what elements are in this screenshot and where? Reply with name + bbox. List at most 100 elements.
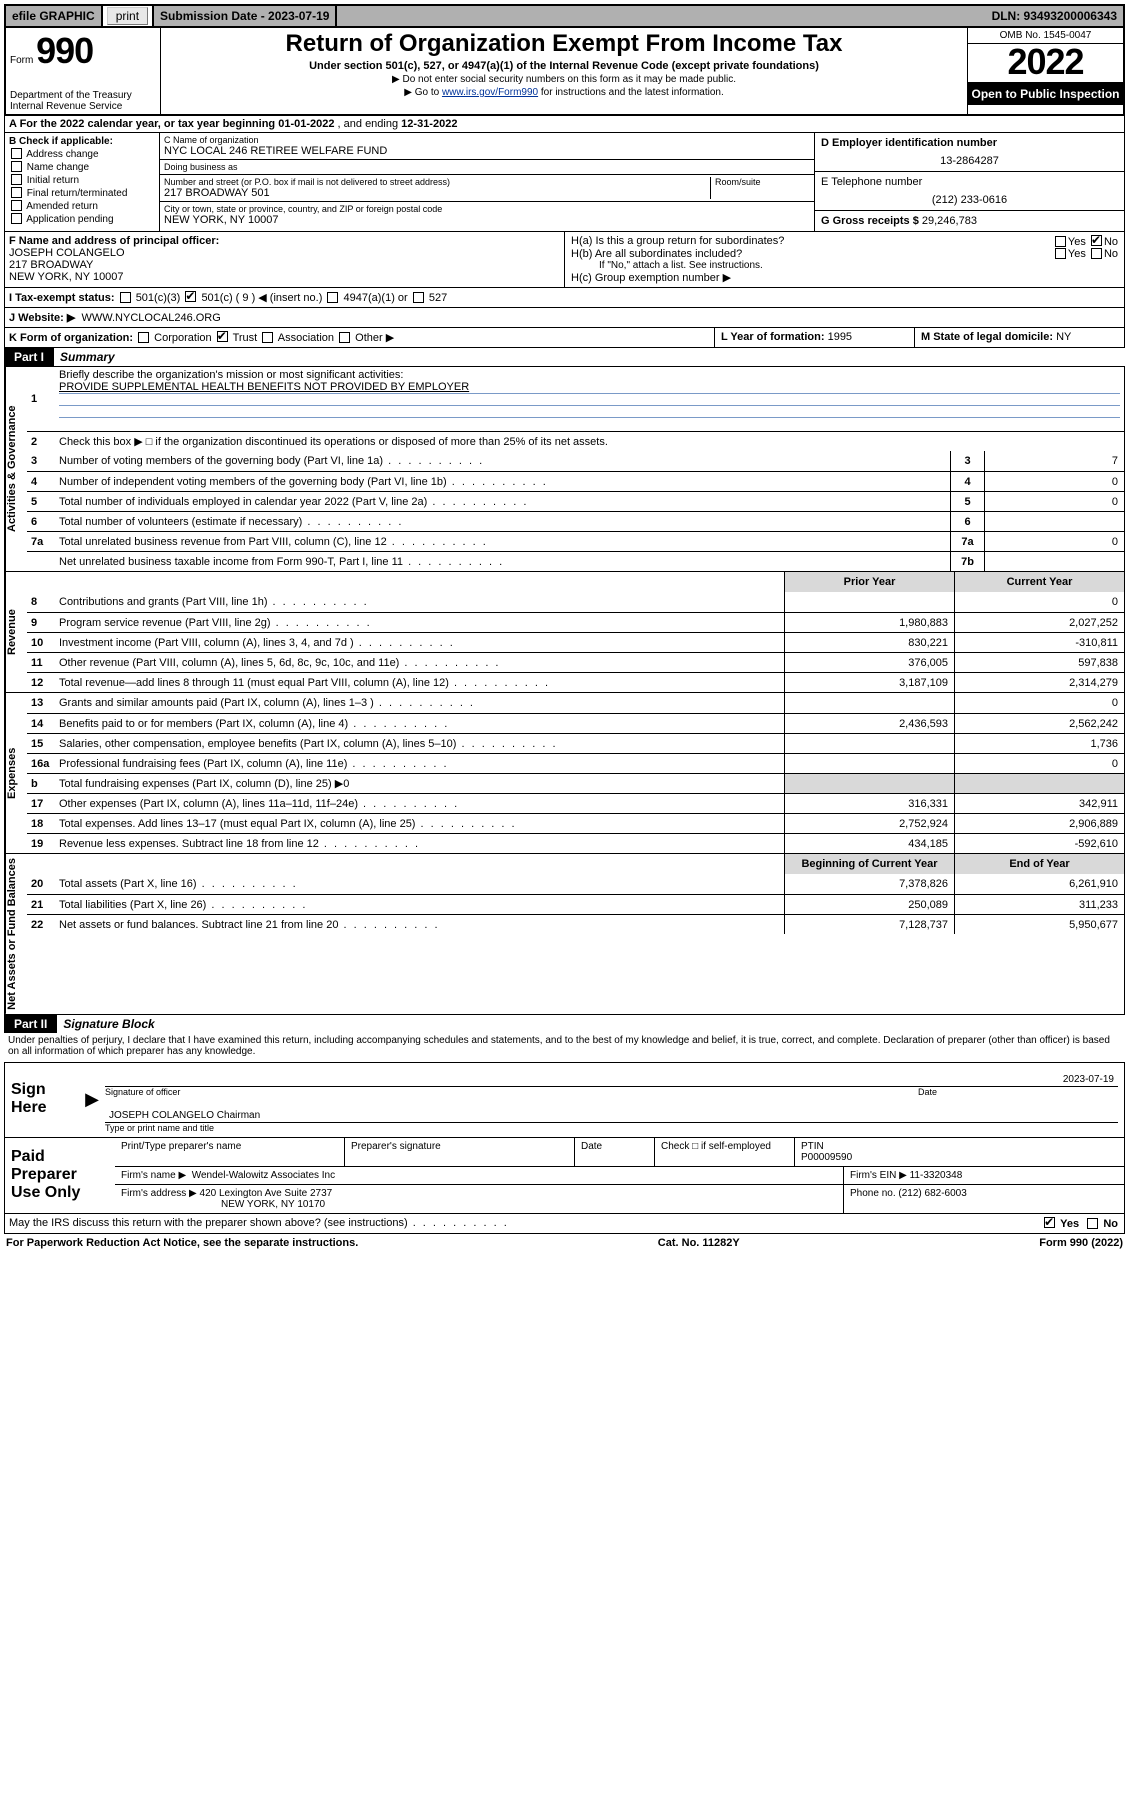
prep-date-hdr: Date: [575, 1138, 655, 1166]
h-b: H(b) Are all subordinates included? Yes …: [571, 248, 1118, 260]
year-header-1: Prior Year Current Year: [27, 572, 1124, 592]
summary-net-assets: Net Assets or Fund Balances Beginning of…: [4, 854, 1125, 1015]
ha-no-cb[interactable]: [1091, 235, 1102, 246]
k-cb-1[interactable]: [217, 331, 228, 342]
mission-text: PROVIDE SUPPLEMENTAL HEALTH BENEFITS NOT…: [59, 381, 469, 393]
footer-left: For Paperwork Reduction Act Notice, see …: [6, 1237, 358, 1249]
h-c: H(c) Group exemption number ▶: [571, 271, 1118, 284]
firm-addr1: 420 Lexington Ave Suite 2737: [200, 1188, 333, 1199]
a-begin: 01-01-2022: [278, 118, 334, 130]
current-year-hdr: Current Year: [954, 572, 1124, 592]
f-addr2: NEW YORK, NY 10007: [9, 271, 124, 283]
form-label: Form: [10, 55, 33, 66]
irs-label: Internal Revenue Service: [10, 101, 156, 112]
vtab-revenue: Revenue: [5, 572, 27, 692]
h-b-text: H(b) Are all subordinates included?: [571, 248, 742, 260]
table-row: 6Total number of volunteers (estimate if…: [27, 511, 1124, 531]
firm-addr-cell: Firm's address ▶ 420 Lexington Ave Suite…: [115, 1185, 844, 1213]
sub3-post: for instructions and the latest informat…: [538, 87, 724, 98]
officer-name: JOSEPH COLANGELO Chairman: [109, 1110, 260, 1121]
table-row: Net unrelated business taxable income fr…: [27, 551, 1124, 571]
dba-lbl: Doing business as: [164, 162, 810, 172]
gross-receipts-cell: G Gross receipts $ 29,246,783: [815, 211, 1124, 231]
row-klm: K Form of organization: Corporation Trus…: [4, 328, 1125, 348]
table-row: 17Other expenses (Part IX, column (A), l…: [27, 793, 1124, 813]
cb-amended-return[interactable]: Amended return: [9, 200, 155, 212]
room-lbl: Room/suite: [715, 177, 810, 187]
mission-rule-3: [59, 417, 1120, 429]
table-row: 9Program service revenue (Part VIII, lin…: [27, 612, 1124, 632]
irs-discuss-ans: Yes No: [1036, 1214, 1124, 1233]
city-lbl: City or town, state or province, country…: [164, 204, 810, 214]
k-cb-3[interactable]: [339, 332, 350, 343]
part-i-title: Summary: [54, 348, 1125, 366]
f-lbl: F Name and address of principal officer:: [9, 235, 219, 247]
summary-revenue: Revenue Prior Year Current Year 8Contrib…: [4, 572, 1125, 693]
principal-officer: F Name and address of principal officer:…: [5, 232, 564, 287]
ptin-val: P00009590: [801, 1152, 852, 1163]
footer-mid: Cat. No. 11282Y: [658, 1237, 740, 1249]
phone-cell: E Telephone number (212) 233-0616: [815, 172, 1124, 211]
prep-ptin: PTIN P00009590: [795, 1138, 1124, 1166]
cb-application-pending[interactable]: Application pending: [9, 213, 155, 225]
ein-lbl: D Employer identification number: [821, 137, 1118, 149]
i-cb-0[interactable]: [120, 292, 131, 303]
form-subtitle-1: Under section 501(c), 527, or 4947(a)(1)…: [167, 60, 961, 72]
hb-yes-cb[interactable]: [1055, 248, 1066, 259]
header-right: OMB No. 1545-0047 2022 Open to Public In…: [968, 28, 1123, 114]
table-row: 16aProfessional fundraising fees (Part I…: [27, 753, 1124, 773]
i-cb-1[interactable]: [185, 291, 196, 302]
street-lbl: Number and street (or P.O. box if mail i…: [164, 177, 710, 187]
table-row: 14Benefits paid to or for members (Part …: [27, 713, 1124, 733]
cb-name-change[interactable]: Name change: [9, 161, 155, 173]
k-cb-0[interactable]: [138, 332, 149, 343]
ein-cell: D Employer identification number 13-2864…: [815, 133, 1124, 172]
irs-discuss-q: May the IRS discuss this return with the…: [5, 1214, 1036, 1233]
cb-final-return[interactable]: Final return/terminated: [9, 187, 155, 199]
ident-right: D Employer identification number 13-2864…: [814, 133, 1124, 231]
tax-year: 2022: [968, 44, 1123, 83]
j-lbl: J Website: ▶: [9, 312, 75, 324]
line-2: 2 Check this box ▶ □ if the organization…: [27, 431, 1124, 451]
discuss-no-cb[interactable]: [1087, 1218, 1098, 1229]
prep-row-1: Print/Type preparer's name Preparer's si…: [115, 1138, 1124, 1167]
city-val: NEW YORK, NY 10007: [164, 214, 810, 226]
table-row: 7aTotal unrelated business revenue from …: [27, 531, 1124, 551]
k-cb-2[interactable]: [262, 332, 273, 343]
i-cb-2[interactable]: [327, 292, 338, 303]
mission-lbl: Briefly describe the organization's miss…: [59, 369, 403, 381]
section-m: M State of legal domicile: NY: [914, 328, 1124, 347]
cb-initial-return[interactable]: Initial return: [9, 174, 155, 186]
part-i-bar: Part I Summary: [4, 348, 1125, 366]
open-to-public: Open to Public Inspection: [968, 83, 1123, 105]
l-lbl: L Year of formation:: [721, 331, 825, 343]
prep-row-2: Firm's name ▶ Wendel-Walowitz Associates…: [115, 1167, 1124, 1185]
sign-arrow-icon: ▶: [85, 1063, 99, 1137]
cb-address-change[interactable]: Address change: [9, 148, 155, 160]
summary-governance: Activities & Governance 1 Briefly descri…: [4, 366, 1125, 572]
f-name: JOSEPH COLANGELO: [9, 247, 125, 259]
firm-phone: (212) 682-6003: [898, 1188, 966, 1199]
ha-yes-cb[interactable]: [1055, 236, 1066, 247]
officer-name-line: JOSEPH COLANGELO Chairman: [105, 1103, 1118, 1123]
table-row: 3Number of voting members of the governi…: [27, 451, 1124, 471]
efile-bar: efile GRAPHIC print Submission Date - 20…: [4, 4, 1125, 28]
table-row: 20Total assets (Part X, line 16)7,378,82…: [27, 874, 1124, 894]
table-row: 19Revenue less expenses. Subtract line 1…: [27, 833, 1124, 853]
submission-date: Submission Date - 2023-07-19: [152, 6, 337, 26]
table-row: 21Total liabilities (Part X, line 26)250…: [27, 894, 1124, 914]
beg-year-hdr: Beginning of Current Year: [784, 854, 954, 874]
discuss-yes-cb[interactable]: [1044, 1217, 1055, 1228]
city-box: City or town, state or province, country…: [160, 202, 814, 228]
section-c: C Name of organization NYC LOCAL 246 RET…: [160, 133, 814, 231]
efile-graphic-label: efile GRAPHIC: [6, 6, 103, 26]
hb-no-cb[interactable]: [1091, 248, 1102, 259]
a-end: 12-31-2022: [401, 118, 457, 130]
a-mid: , and ending: [338, 118, 402, 130]
print-button[interactable]: print: [107, 7, 148, 25]
paid-preparer-block: Paid Preparer Use Only Print/Type prepar…: [4, 1138, 1125, 1214]
irs-link[interactable]: www.irs.gov/Form990: [442, 87, 538, 98]
org-name: NYC LOCAL 246 RETIREE WELFARE FUND: [164, 145, 810, 157]
i-cb-3[interactable]: [413, 292, 424, 303]
section-b: B Check if applicable: Address change Na…: [5, 133, 160, 231]
